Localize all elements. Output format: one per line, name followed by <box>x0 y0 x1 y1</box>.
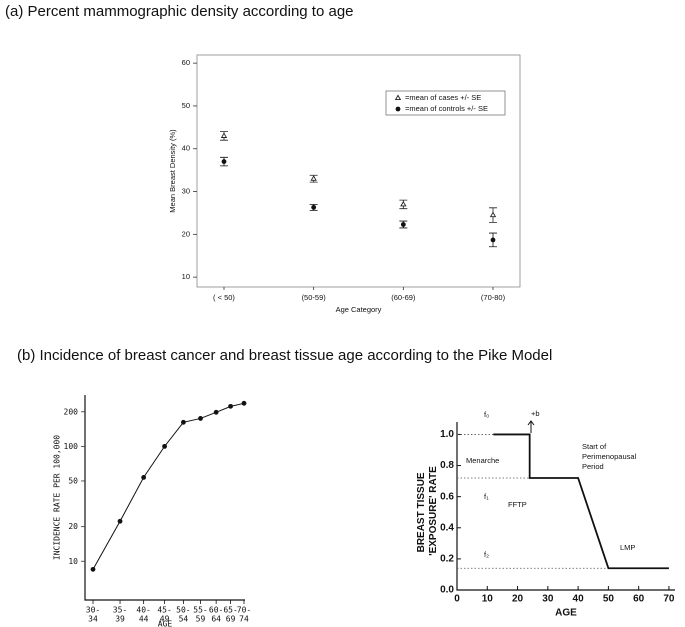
annotation: LMP <box>620 543 635 552</box>
marker <box>400 222 406 227</box>
y-tick-label: 60 <box>182 58 190 67</box>
annotation: f₁ <box>484 492 489 501</box>
x-axis-label: Age Category <box>336 305 382 314</box>
annotation: Menarche <box>466 456 499 465</box>
x-tick-label: 0 <box>454 594 460 605</box>
legend-box <box>385 90 506 116</box>
x-tick-label: 20 <box>512 594 524 605</box>
x-tick-label: 70-74 <box>237 605 251 623</box>
x-axis-label: AGE <box>158 620 173 627</box>
y-tick-label: 0.4 <box>440 522 454 533</box>
marker <box>213 409 219 415</box>
marker <box>489 211 497 218</box>
axes <box>84 395 245 601</box>
marker <box>310 175 317 181</box>
marker <box>181 419 186 425</box>
marker <box>198 416 203 421</box>
annotation: f₀ <box>484 410 489 419</box>
x-tick-label: (70-80) <box>481 293 506 302</box>
y-tick-label: 200 <box>64 407 79 416</box>
y-tick-label: 20 <box>68 522 78 531</box>
marker <box>162 443 167 449</box>
line <box>493 433 669 570</box>
y-tick-label: 10 <box>182 272 190 281</box>
annotation: +b <box>531 409 540 418</box>
y-tick-label: 0.2 <box>440 554 454 565</box>
x-tick-label: (50-59) <box>302 293 327 302</box>
line <box>92 402 245 570</box>
legend-marker <box>395 106 401 112</box>
marker <box>400 200 407 207</box>
y-tick-label: 10 <box>68 557 78 566</box>
x-tick-label: (60-69) <box>391 293 416 302</box>
legend-label: =mean of cases +/- SE <box>405 93 481 102</box>
marker <box>141 474 147 480</box>
x-tick-label: 10 <box>482 594 494 605</box>
y-tick-label: 50 <box>182 101 190 110</box>
x-tick-label: 65-69 <box>223 605 237 623</box>
x-tick-label: 40 <box>573 594 585 605</box>
marker <box>220 132 228 138</box>
y-tick-label: 100 <box>64 442 79 451</box>
legend-label: =mean of controls +/- SE <box>405 104 488 113</box>
x-tick-label: 50-54 <box>176 605 190 623</box>
legend-marker <box>394 94 402 101</box>
y-axis-label: INCIDENCE RATE PER 100,000 <box>53 435 62 560</box>
y-tick-label: 20 <box>182 229 190 238</box>
x-tick-label: 55-59 <box>193 605 207 623</box>
marker <box>90 566 96 572</box>
axes <box>456 422 675 591</box>
x-tick-label: 35-39 <box>113 605 127 623</box>
x-tick-label: ( < 50) <box>213 293 235 302</box>
y-tick-label: 50 <box>68 476 78 485</box>
y-axis-label: BREAST TISSUE 'EXPOSURE' RATE <box>416 466 439 556</box>
annotation: FFTP <box>508 500 527 509</box>
annotation: Start of Perimenopausal Period <box>582 442 638 471</box>
x-tick-label: 30 <box>542 594 554 605</box>
y-tick-label: 0.0 <box>440 585 454 596</box>
x-tick-label: 45-49 <box>157 605 171 623</box>
x-tick-label: 40-44 <box>136 605 150 623</box>
x-tick-label: 60-64 <box>209 605 223 623</box>
y-tick-label: 40 <box>182 144 190 153</box>
y-tick-label: 0.8 <box>440 460 454 471</box>
x-tick-label: 50 <box>603 594 615 605</box>
x-tick-label: 70 <box>663 594 675 605</box>
panel-b-title: (b) Incidence of breast cancer and breas… <box>17 347 552 364</box>
y-tick-label: 0.6 <box>440 491 454 502</box>
marker <box>221 159 227 164</box>
plot-frame <box>196 54 521 288</box>
annotation: f₂ <box>484 550 489 559</box>
panel-a-title: (a) Percent mammographic density accordi… <box>5 3 354 20</box>
x-axis-label: AGE <box>555 608 577 619</box>
marker <box>311 204 317 210</box>
arrow <box>527 420 535 433</box>
y-tick-label: 30 <box>182 187 190 196</box>
y-axis-label: Mean Breast Density (%) <box>168 129 177 213</box>
x-tick-label: 30-34 <box>86 605 100 623</box>
marker <box>241 400 247 406</box>
marker <box>490 237 496 243</box>
marker <box>117 518 123 524</box>
x-tick-label: 60 <box>633 594 645 605</box>
y-tick-label: 1.0 <box>440 429 454 440</box>
marker <box>228 403 233 409</box>
